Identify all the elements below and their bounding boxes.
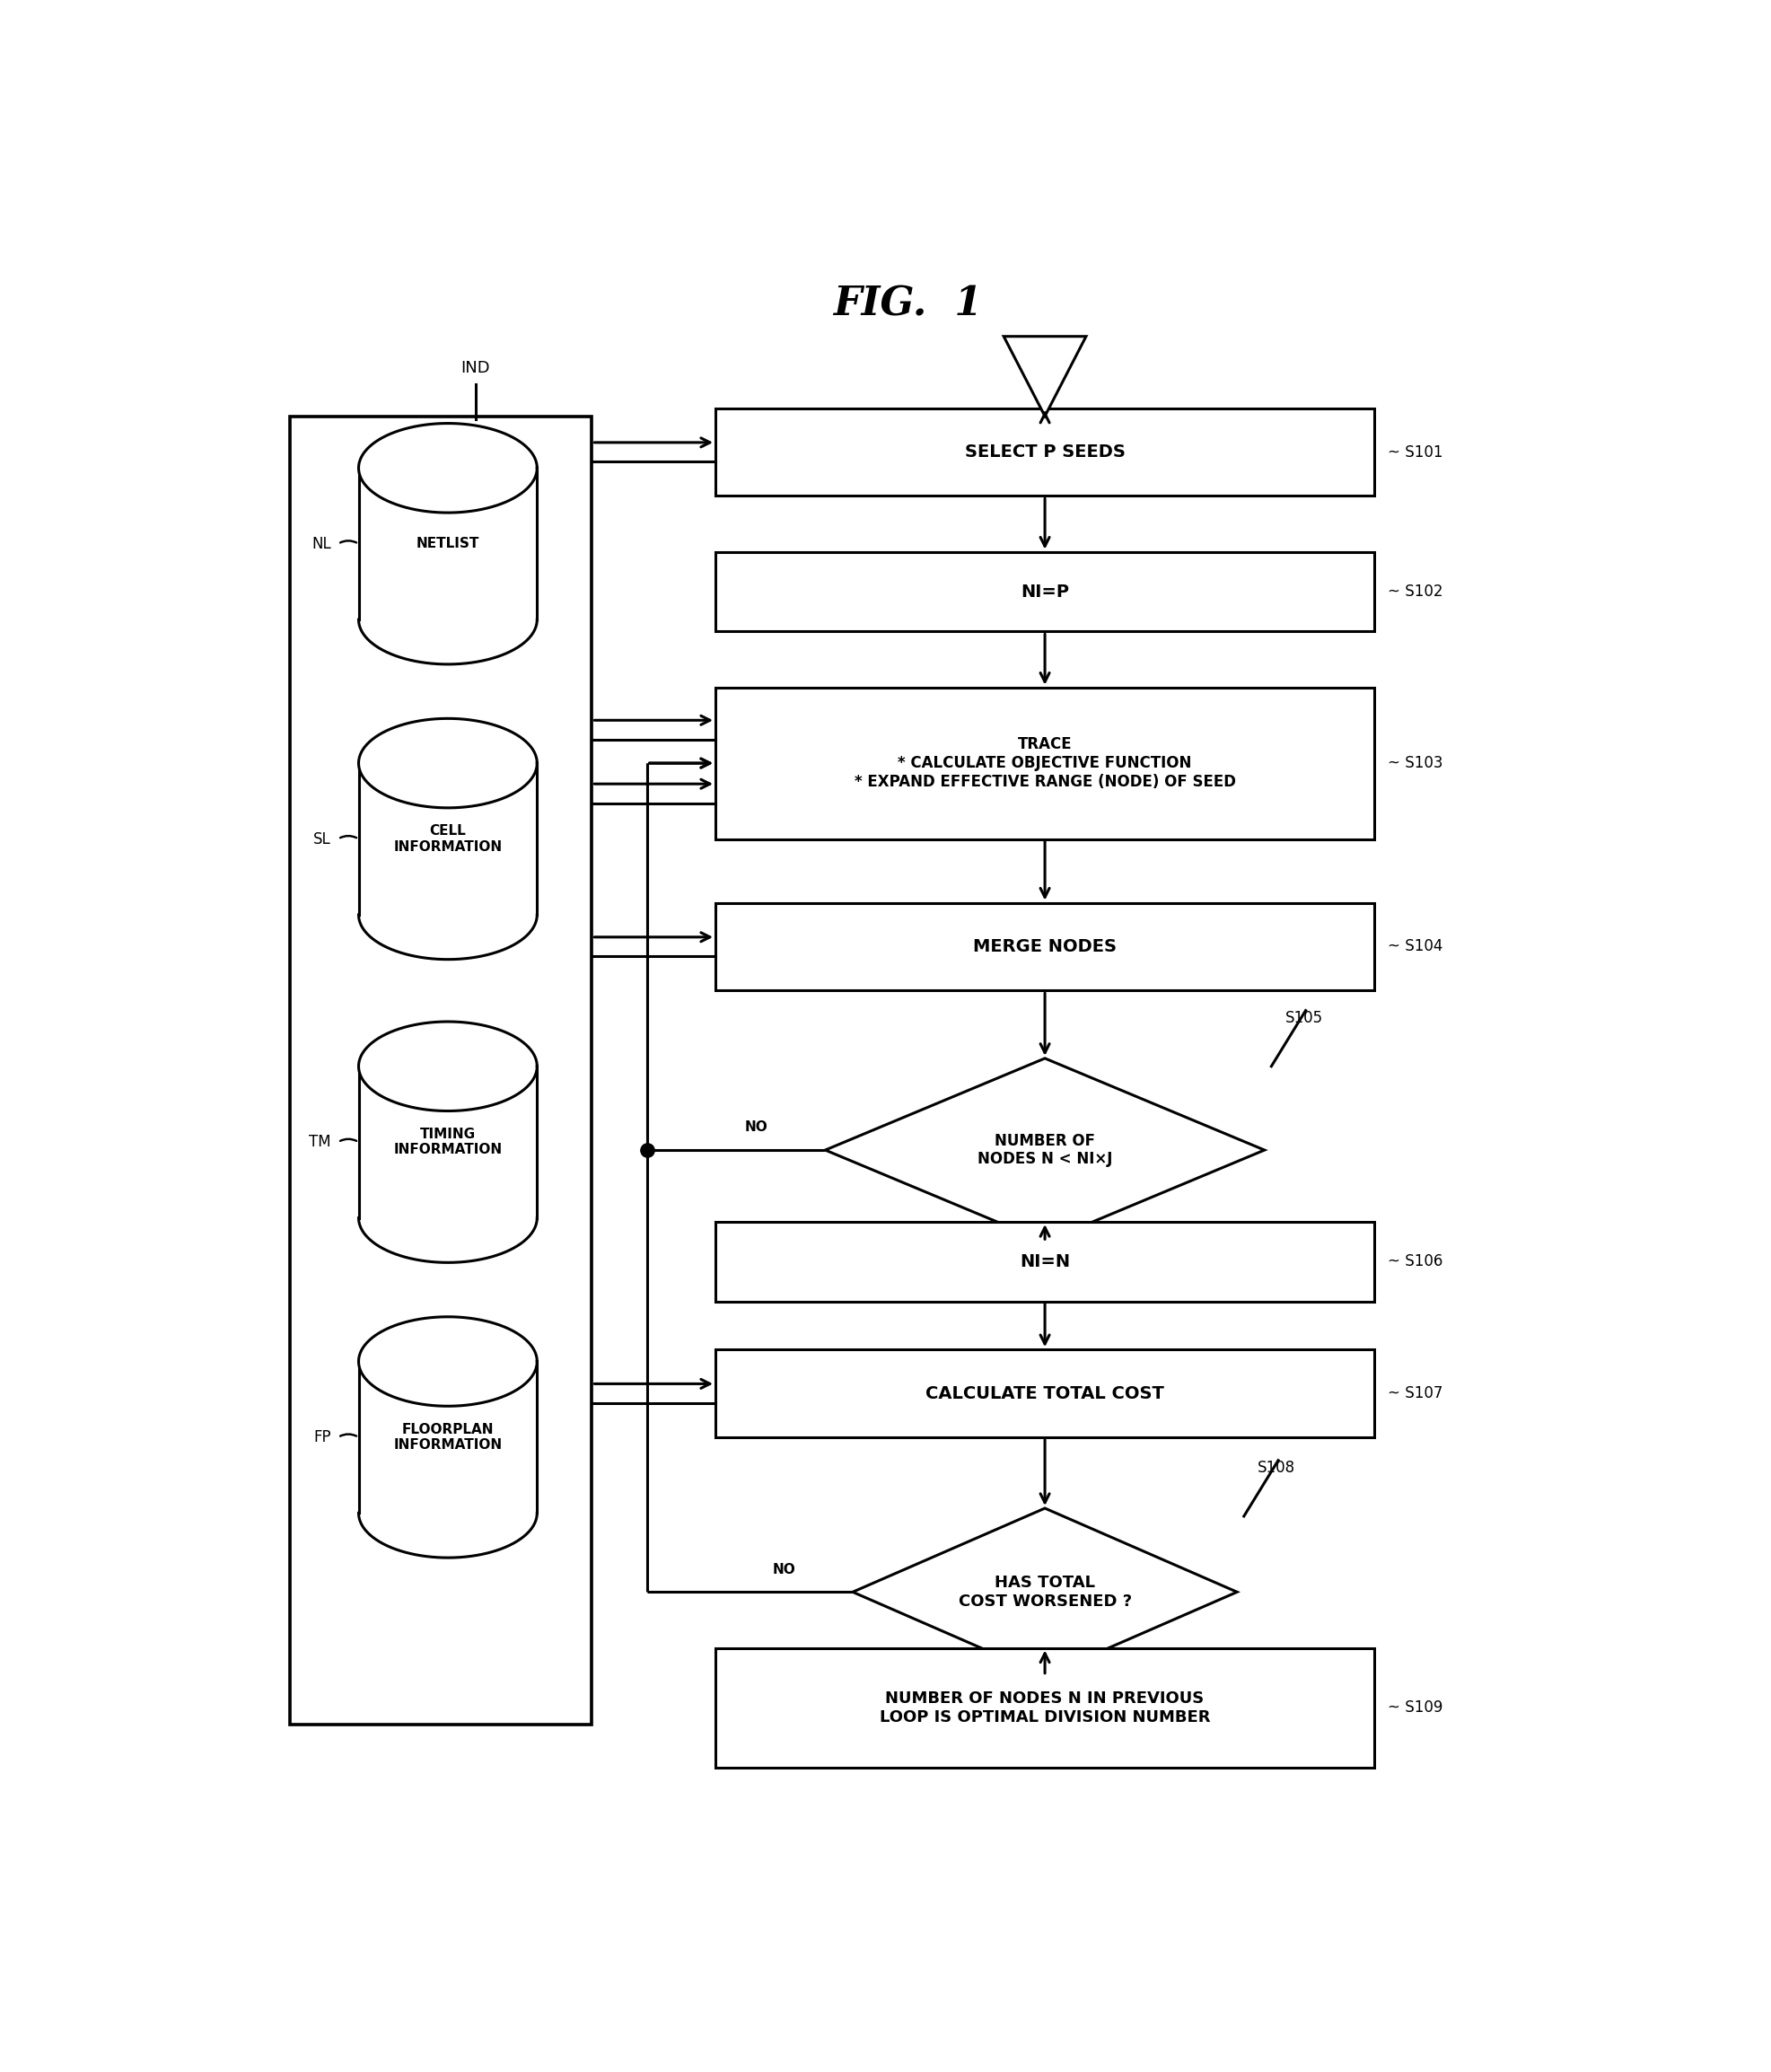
- Text: YES: YES: [1061, 1249, 1091, 1264]
- Text: HAS TOTAL
COST WORSENED ?: HAS TOTAL COST WORSENED ?: [958, 1575, 1132, 1610]
- Polygon shape: [360, 423, 537, 512]
- FancyBboxPatch shape: [715, 688, 1374, 839]
- Text: 0<J<1: 0<J<1: [1155, 1249, 1195, 1262]
- Text: ~ S109: ~ S109: [1388, 1699, 1443, 1716]
- Text: IND: IND: [460, 361, 491, 377]
- Text: S105: S105: [1286, 1011, 1323, 1026]
- Text: ~ S102: ~ S102: [1388, 584, 1443, 599]
- Polygon shape: [358, 914, 537, 959]
- Text: YES: YES: [1061, 1685, 1091, 1697]
- Text: FP: FP: [313, 1430, 331, 1446]
- Text: NI=N: NI=N: [1020, 1254, 1070, 1270]
- Text: TM: TM: [310, 1133, 331, 1150]
- FancyBboxPatch shape: [715, 408, 1374, 495]
- Text: NO: NO: [772, 1562, 795, 1577]
- Text: TIMING
INFORMATION: TIMING INFORMATION: [393, 1127, 503, 1156]
- Text: S108: S108: [1257, 1461, 1295, 1477]
- Polygon shape: [360, 719, 537, 808]
- Polygon shape: [854, 1508, 1236, 1676]
- Text: ~ S101: ~ S101: [1388, 443, 1443, 460]
- Text: NUMBER OF NODES N IN PREVIOUS
LOOP IS OPTIMAL DIVISION NUMBER: NUMBER OF NODES N IN PREVIOUS LOOP IS OP…: [880, 1691, 1210, 1726]
- Polygon shape: [358, 762, 537, 914]
- Text: NL: NL: [312, 537, 331, 551]
- Text: NUMBER OF
NODES N < NI×J: NUMBER OF NODES N < NI×J: [978, 1133, 1112, 1167]
- Text: CELL
INFORMATION: CELL INFORMATION: [393, 825, 503, 854]
- FancyBboxPatch shape: [715, 903, 1374, 990]
- Text: FIG.  1: FIG. 1: [832, 286, 983, 323]
- Text: SL: SL: [313, 831, 331, 847]
- Polygon shape: [358, 468, 537, 620]
- Text: ~ S103: ~ S103: [1388, 754, 1443, 771]
- Text: ~ S107: ~ S107: [1388, 1386, 1443, 1401]
- Text: INPUT DATA: INPUT DATA: [383, 452, 499, 468]
- Text: SELECT P SEEDS: SELECT P SEEDS: [965, 443, 1125, 460]
- Polygon shape: [358, 1361, 537, 1513]
- FancyBboxPatch shape: [715, 1222, 1374, 1301]
- Text: MERGE NODES: MERGE NODES: [972, 939, 1118, 955]
- Text: NETLIST: NETLIST: [416, 537, 480, 551]
- Polygon shape: [1004, 336, 1086, 416]
- Polygon shape: [358, 620, 537, 665]
- Text: CALCULATE TOTAL COST: CALCULATE TOTAL COST: [926, 1384, 1164, 1403]
- Polygon shape: [358, 1513, 537, 1558]
- Polygon shape: [360, 1318, 537, 1407]
- Text: ~ S104: ~ S104: [1388, 939, 1443, 955]
- Text: FLOORPLAN
INFORMATION: FLOORPLAN INFORMATION: [393, 1423, 503, 1452]
- FancyBboxPatch shape: [290, 416, 592, 1724]
- Polygon shape: [825, 1059, 1264, 1241]
- FancyBboxPatch shape: [715, 1647, 1374, 1767]
- FancyBboxPatch shape: [715, 1349, 1374, 1438]
- Text: ~ S106: ~ S106: [1388, 1254, 1443, 1270]
- Polygon shape: [360, 1021, 537, 1111]
- Polygon shape: [358, 1067, 537, 1218]
- FancyBboxPatch shape: [715, 551, 1374, 632]
- Text: TRACE
* CALCULATE OBJECTIVE FUNCTION
* EXPAND EFFECTIVE RANGE (NODE) OF SEED: TRACE * CALCULATE OBJECTIVE FUNCTION * E…: [854, 736, 1236, 789]
- Text: NI=P: NI=P: [1020, 582, 1070, 601]
- Polygon shape: [358, 1218, 537, 1262]
- Text: NO: NO: [746, 1121, 769, 1133]
